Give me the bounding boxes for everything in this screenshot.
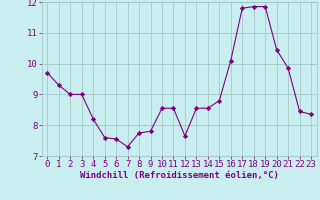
X-axis label: Windchill (Refroidissement éolien,°C): Windchill (Refroidissement éolien,°C) — [80, 171, 279, 180]
